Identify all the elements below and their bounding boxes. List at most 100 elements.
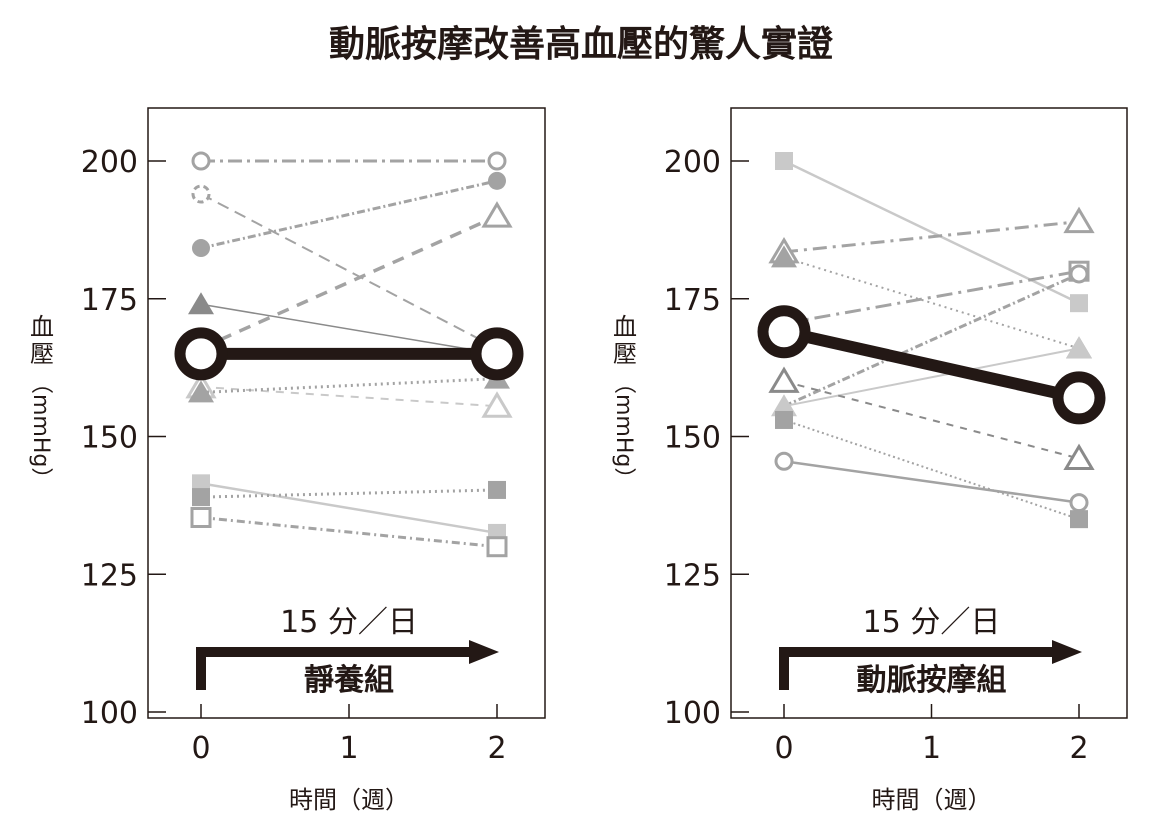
series-s5 xyxy=(200,201,513,350)
x-tick-label: 1 xyxy=(922,731,941,766)
series-line xyxy=(200,516,498,549)
data-point-circle xyxy=(191,184,211,204)
y-axis-label-unit: （mmHg） xyxy=(611,372,636,489)
series-line xyxy=(200,488,498,499)
data-point-triangle xyxy=(481,391,513,418)
series-r6 xyxy=(771,336,1092,417)
y-tick-label: 200 xyxy=(664,145,721,180)
data-point-mean xyxy=(470,327,524,381)
series-line xyxy=(783,159,1080,305)
series-line xyxy=(200,385,498,408)
series-s9 xyxy=(192,480,506,507)
series-line xyxy=(783,380,1080,460)
y-axis-label-unit: （mmHg） xyxy=(28,372,53,489)
arrow-head xyxy=(1052,640,1082,664)
x-tick-label: 2 xyxy=(1069,731,1088,766)
data-point-triangle xyxy=(1063,206,1095,234)
annotation-duration: 15 分／日 xyxy=(280,605,418,640)
series-line xyxy=(200,303,498,355)
y-axis-label: 血 xyxy=(613,313,637,341)
series-r8 xyxy=(775,410,1088,529)
series-line xyxy=(200,193,498,350)
x-tick-label: 2 xyxy=(487,731,506,766)
series-r2 xyxy=(768,206,1095,264)
data-point-square xyxy=(486,536,508,558)
series-line xyxy=(783,419,1080,521)
data-point-triangle xyxy=(1066,336,1092,359)
series-s8 xyxy=(192,474,506,542)
series-line xyxy=(783,269,1080,326)
arrow-head xyxy=(469,640,499,664)
series-line xyxy=(783,460,1080,504)
data-point-square xyxy=(775,410,793,429)
data-point-square xyxy=(192,488,210,507)
x-axis-label: 時間（週） xyxy=(289,786,409,814)
y-axis-label: 壓 xyxy=(30,340,54,368)
data-point-mean xyxy=(1052,371,1106,425)
series-r5 xyxy=(783,264,1089,408)
series-mean xyxy=(757,305,1106,425)
series-s7 xyxy=(188,366,510,403)
series-s1 xyxy=(191,151,507,171)
data-point-circle xyxy=(1069,264,1089,284)
y-tick-label: 150 xyxy=(81,421,138,456)
series-mean xyxy=(174,327,524,381)
series-s3 xyxy=(192,171,506,258)
y-tick-label: 125 xyxy=(81,558,138,593)
y-tick-label: 150 xyxy=(664,421,721,456)
series-line xyxy=(783,256,1080,350)
data-point-triangle xyxy=(771,245,797,268)
data-point-triangle xyxy=(768,366,800,393)
y-tick-label: 175 xyxy=(81,283,138,318)
panel-1: 200 175 150 125 100 0 1 2 時間（週） 血壓 （mmHg） 15 分／日動脈按… xyxy=(611,107,1128,814)
x-tick-label: 1 xyxy=(339,731,358,766)
y-tick-label: 175 xyxy=(664,283,721,318)
y-axis-label: 血 xyxy=(30,313,54,341)
data-point-square xyxy=(1070,294,1088,313)
series-r7 xyxy=(768,366,1095,471)
x-tick-label: 0 xyxy=(191,731,210,766)
series-line xyxy=(782,325,1081,404)
series-line xyxy=(200,482,498,535)
data-point-square xyxy=(775,152,793,170)
data-point-mean xyxy=(174,327,228,381)
data-point-mean xyxy=(757,305,811,359)
y-tick-label: 100 xyxy=(81,696,138,731)
arrow-shaft xyxy=(779,647,1054,690)
arrow-shaft xyxy=(196,647,471,690)
data-point-triangle xyxy=(481,201,513,228)
series-line xyxy=(783,347,1080,408)
data-point-triangle xyxy=(771,394,797,417)
y-axis-label: 壓 xyxy=(613,340,637,368)
data-point-square xyxy=(190,506,212,528)
series-line xyxy=(200,179,498,250)
series-line xyxy=(200,377,498,394)
series-s6 xyxy=(185,371,513,418)
data-point-circle xyxy=(191,151,211,171)
plot-frame xyxy=(147,107,546,719)
data-point-triangle xyxy=(188,380,214,403)
y-tick-label: 200 xyxy=(81,145,138,180)
data-point-circle xyxy=(487,151,507,171)
data-point-circle xyxy=(488,171,506,190)
data-point-circle xyxy=(1069,493,1089,513)
data-point-square xyxy=(192,474,210,493)
data-point-triangle xyxy=(188,292,214,315)
x-tick-label: 0 xyxy=(774,731,793,766)
series-r4 xyxy=(783,260,1090,326)
series-line xyxy=(783,220,1080,254)
data-point-circle xyxy=(774,451,794,471)
plot-frame xyxy=(730,107,1128,719)
x-axis-label: 時間（週） xyxy=(872,786,992,814)
chart-title: 動脈按摩改善高血壓的驚人實證 xyxy=(329,23,834,65)
annotation-duration: 15 分／日 xyxy=(863,605,1001,640)
series-r9 xyxy=(774,451,1089,513)
data-point-triangle xyxy=(1063,443,1095,471)
y-tick-label: 100 xyxy=(664,696,721,731)
data-point-square xyxy=(1070,510,1088,529)
series-r1 xyxy=(775,152,1088,313)
data-point-circle xyxy=(192,239,210,258)
series-line xyxy=(783,272,1080,408)
